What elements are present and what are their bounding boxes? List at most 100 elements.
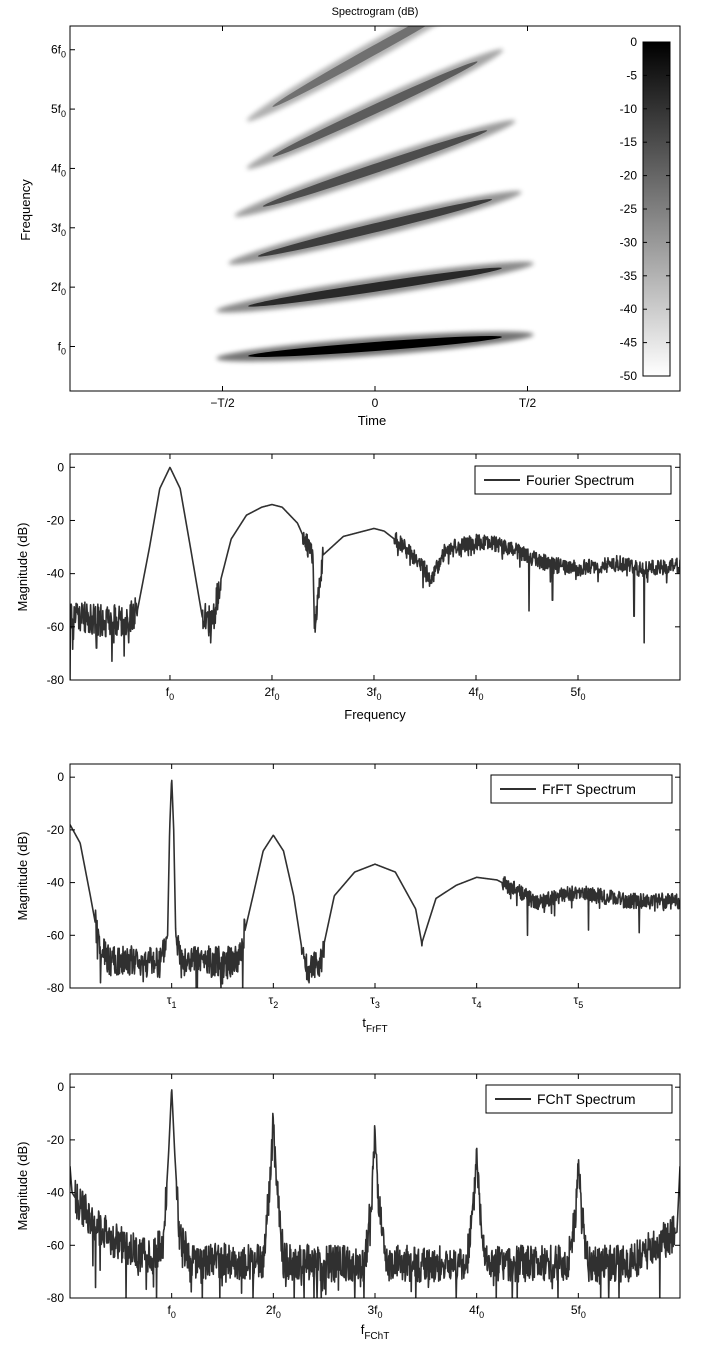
frft-legend-label: FrFT Spectrum — [542, 781, 636, 797]
colorbar-tick-label: -35 — [620, 269, 638, 283]
fcht-legend-label: FChT Spectrum — [537, 1091, 636, 1107]
fourier-xtick-label: 3f0 — [366, 685, 381, 702]
fcht-ytick-label: -60 — [47, 1238, 65, 1252]
fourier-axes-frame — [69, 453, 681, 681]
frft-ytick-label: -20 — [47, 823, 65, 837]
fourier-panel: 0 -20 -40 -60 -80 f0 2f0 3f0 4f0 5f0 Frequency Ma… — [15, 453, 681, 722]
spectrogram-plot-area — [216, 26, 534, 362]
frft-legend: FrFT Spectrum — [490, 774, 673, 804]
spectrogram-title: Spectrogram (dB) — [332, 6, 419, 18]
spectrogram-ytick-label: 5f0 — [51, 102, 66, 119]
frft-ylabel: Magnitude (dB) — [15, 832, 30, 921]
spectrogram-xtick-label: T/2 — [519, 396, 537, 410]
colorbar-tick-label: -25 — [620, 202, 638, 216]
colorbar-tick-label: -45 — [620, 336, 638, 350]
frft-xlabel-sub: FrFT — [366, 1024, 388, 1035]
spectrogram-ytick-label: 2f0 — [51, 280, 66, 297]
fourier-ytick-label: -40 — [47, 567, 65, 581]
frft-xtick-label: τ2 — [268, 993, 278, 1010]
fourier-xlabel: Frequency — [344, 707, 406, 722]
fcht-xtick-label: 5f0 — [571, 1303, 586, 1320]
spectrogram-xtick-label: 0 — [372, 396, 379, 410]
frft-xtick-label: τ4 — [472, 993, 482, 1010]
fourier-xtick-label: 2f0 — [264, 685, 279, 702]
fcht-xlabel: fFChT — [361, 1322, 390, 1342]
fourier-plot-area — [70, 466, 680, 680]
harmonic-streak-core — [272, 26, 478, 107]
harmonic-streak — [216, 261, 534, 313]
frft-xtick-label: τ1 — [167, 993, 177, 1010]
fcht-xtick-label: f0 — [167, 1303, 175, 1320]
fourier-ytick-label: -60 — [47, 620, 65, 634]
fcht-xlabel-base: f — [361, 1322, 365, 1337]
fcht-plot-area — [70, 1089, 680, 1298]
frft-ytick-label: -80 — [47, 981, 65, 995]
fcht-xlabel-sub: FChT — [364, 1331, 389, 1342]
fcht-legend: FChT Spectrum — [485, 1084, 673, 1114]
fourier-legend-label: Fourier Spectrum — [526, 472, 634, 488]
fourier-xtick-label: 5f0 — [570, 685, 585, 702]
harmonic-streak — [234, 120, 516, 217]
frft-xtick-label: τ3 — [370, 993, 380, 1010]
spectrogram-xtick-label: −T/2 — [210, 396, 235, 410]
fourier-xtick-label: f0 — [166, 685, 174, 702]
fourier-legend: Fourier Spectrum — [474, 465, 672, 495]
spectrogram-panel: Spectrogram (dB) −T/2 0 T/2 f0 2f0 3f0 4f0 5f0 6… — [18, 6, 681, 428]
harmonic-streak-core — [248, 267, 502, 307]
frft-ytick-label: -60 — [47, 928, 65, 942]
fcht-ytick-label: -40 — [47, 1186, 65, 1200]
frft-ytick-label: 0 — [57, 770, 64, 784]
spectrogram-axes-frame — [69, 25, 681, 392]
colorbar-tick-label: -50 — [620, 369, 638, 383]
fcht-ylabel: Magnitude (dB) — [15, 1142, 30, 1231]
fcht-ytick-label: -20 — [47, 1133, 65, 1147]
colorbar-tick-label: 0 — [630, 35, 637, 49]
frft-plot-area — [70, 779, 680, 988]
colorbar-tick-label: -20 — [620, 169, 638, 183]
harmonic-streak-core — [262, 130, 488, 207]
colorbar: 0 -5 -10 -15 -20 -25 -30 -35 -40 -45 -50 — [620, 35, 671, 383]
fcht-xtick-label: 4f0 — [469, 1303, 484, 1320]
spectrogram-ylabel: Frequency — [18, 179, 33, 241]
fcht-ytick-label: 0 — [57, 1080, 64, 1094]
colorbar-tick-label: -15 — [620, 135, 638, 149]
frft-ticks: 0 -20 -40 -60 -80 τ1 τ2 τ3 τ4 τ5 — [47, 764, 680, 1010]
fcht-series-line — [70, 1089, 680, 1298]
spectrogram-ytick-label: 4f0 — [51, 161, 66, 178]
colorbar-tick-label: -5 — [626, 68, 637, 82]
fourier-xtick-label: 4f0 — [468, 685, 483, 702]
colorbar-gradient — [643, 42, 670, 376]
harmonic-streak-core — [257, 198, 493, 257]
harmonic-streak — [216, 331, 534, 362]
fourier-ytick-label: -20 — [47, 513, 65, 527]
frft-ytick-label: -40 — [47, 876, 65, 890]
frft-xtick-label: τ5 — [573, 993, 583, 1010]
spectrogram-ytick-label: 3f0 — [51, 221, 66, 238]
frft-panel: 0 -20 -40 -60 -80 τ1 τ2 τ3 τ4 τ5 tFrFT Magnitude … — [15, 763, 681, 1035]
harmonic-streak — [246, 49, 504, 169]
fcht-xtick-label: 3f0 — [367, 1303, 382, 1320]
colorbar-tick-label: -40 — [620, 302, 638, 316]
fourier-ytick-label: 0 — [57, 460, 64, 474]
spectrogram-ytick-label: 6f0 — [51, 43, 66, 60]
spectrogram-ticks: −T/2 0 T/2 f0 2f0 3f0 4f0 5f0 6f0 — [51, 26, 537, 410]
fcht-ytick-label: -80 — [47, 1291, 65, 1305]
frft-xlabel: tFrFT — [362, 1015, 387, 1035]
harmonic-streak-core — [272, 61, 478, 157]
spectrogram-ytick-label: f0 — [58, 339, 66, 356]
harmonic-streak — [228, 191, 522, 265]
spectrogram-xlabel: Time — [358, 413, 386, 428]
fcht-panel: 0 -20 -40 -60 -80 f0 2f0 3f0 4f0 5f0 fFChT Magnit… — [15, 1073, 681, 1342]
fourier-ytick-label: -80 — [47, 673, 65, 687]
frft-xlabel-base: t — [362, 1015, 366, 1030]
fourier-ylabel: Magnitude (dB) — [15, 523, 30, 612]
frft-series-line — [70, 779, 680, 988]
fcht-ticks: 0 -20 -40 -60 -80 f0 2f0 3f0 4f0 5f0 — [47, 1074, 680, 1320]
harmonic-streak-core — [248, 335, 502, 357]
colorbar-tick-label: -30 — [620, 235, 638, 249]
fourier-series-line — [70, 466, 680, 680]
fourier-ticks: 0 -20 -40 -60 -80 f0 2f0 3f0 4f0 5f0 — [47, 454, 680, 702]
fcht-xtick-label: 2f0 — [266, 1303, 281, 1320]
harmonic-streak — [246, 26, 504, 122]
